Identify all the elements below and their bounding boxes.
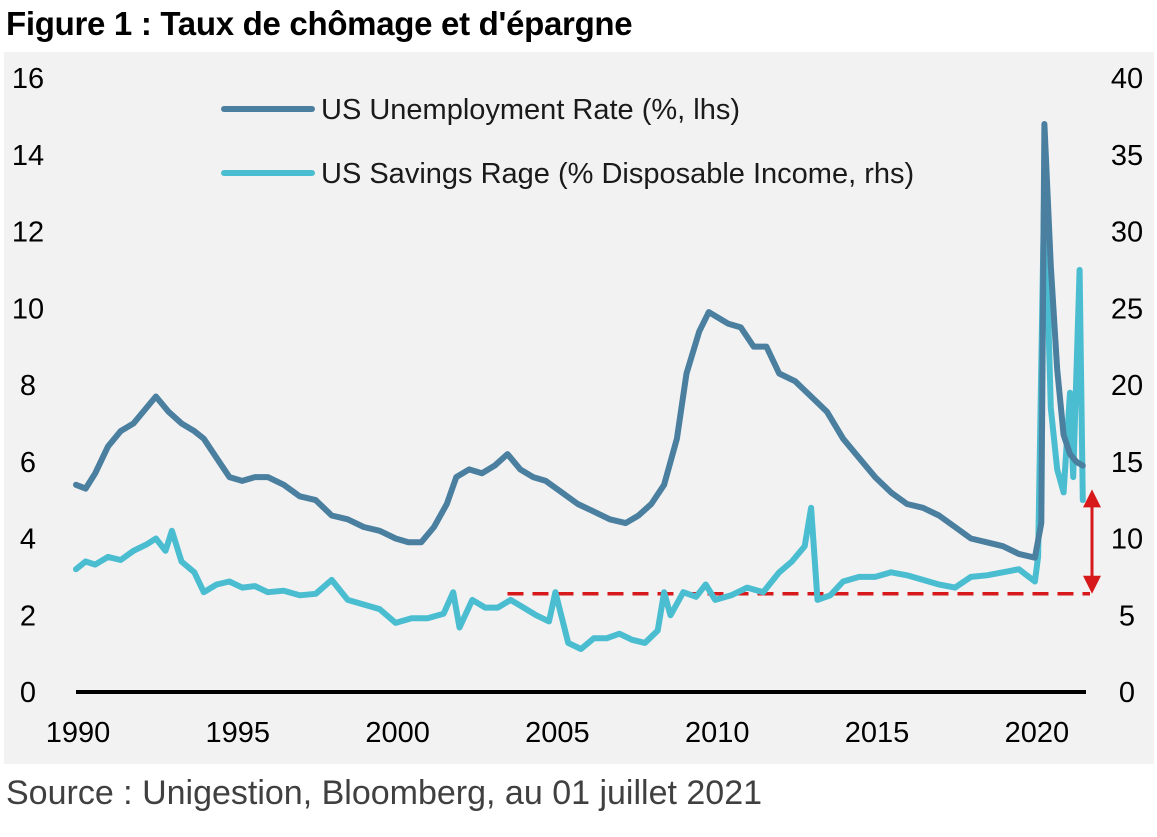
y-right-tick-label: 30 — [1111, 217, 1143, 249]
axis-ticks: 0 2 4 6 8 10 12 14 16 0 5 10 15 20 25 30 35 40 1990 1995 200… — [12, 63, 1143, 749]
x-tick-label: 2015 — [845, 717, 910, 749]
y-right-tick-label: 5 — [1119, 600, 1135, 632]
y-right-tick-label: 25 — [1111, 293, 1143, 325]
y-right-tick-label: 35 — [1111, 140, 1143, 172]
y-right-tick-label: 10 — [1111, 524, 1143, 556]
chart-area: 0 2 4 6 8 10 12 14 16 0 5 10 15 20 25 30 35 40 1990 1995 200… — [4, 52, 1154, 764]
x-tick-label: 2020 — [1005, 717, 1070, 749]
arrow-head-down — [1083, 575, 1101, 594]
x-tick-label: 2005 — [525, 717, 590, 749]
y-left-tick-label: 12 — [12, 217, 44, 249]
series-line-savings — [73, 174, 1086, 652]
y-left-tick-label: 8 — [20, 370, 36, 402]
x-tick-label: 2010 — [685, 717, 750, 749]
source-note: Source : Unigestion, Bloomberg, au 01 ju… — [6, 774, 763, 812]
x-tick-label: 2000 — [365, 717, 430, 749]
y-left-tick-label: 10 — [12, 293, 44, 325]
y-right-tick-label: 20 — [1111, 370, 1143, 402]
annotations — [507, 489, 1101, 596]
y-left-tick-label: 14 — [12, 140, 44, 172]
y-right-tick-label: 15 — [1111, 447, 1143, 479]
y-left-tick-label: 6 — [20, 447, 36, 479]
series-line-unemployment — [73, 121, 1086, 561]
y-left-tick-label: 2 — [20, 600, 36, 632]
y-right-tick-label: 40 — [1111, 63, 1143, 95]
legend-label-unemployment: US Unemployment Rate (%, lhs) — [321, 94, 740, 126]
arrow-head-up — [1083, 489, 1101, 508]
series-group — [73, 121, 1086, 652]
y-right-tick-label: 0 — [1119, 677, 1135, 709]
line-chart: 0 2 4 6 8 10 12 14 16 0 5 10 15 20 25 30 35 40 1990 1995 200… — [12, 63, 1143, 749]
x-tick-label: 1990 — [46, 717, 111, 749]
y-left-tick-label: 16 — [12, 63, 44, 95]
legend-label-savings: US Savings Rage (% Disposable Income, rh… — [321, 158, 914, 190]
legend: US Unemployment Rate (%, lhs) US Savings … — [221, 94, 914, 190]
y-left-tick-label: 0 — [20, 677, 36, 709]
figure-title: Figure 1 : Taux de chômage et d'épargne — [6, 5, 633, 42]
y-left-tick-label: 4 — [20, 524, 36, 556]
x-tick-label: 1995 — [206, 717, 271, 749]
